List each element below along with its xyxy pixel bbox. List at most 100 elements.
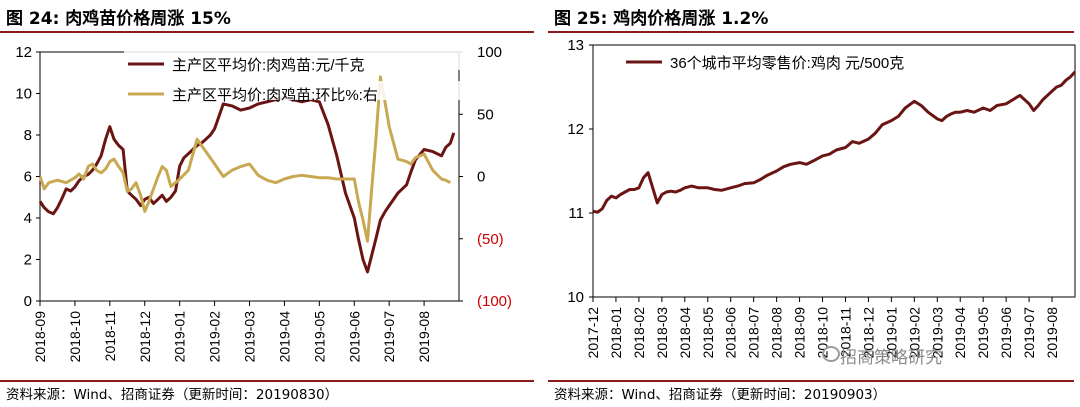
- x-tick-group: 2018-12: [860, 307, 876, 359]
- left-figure: 图 24: 肉鸡苗价格周涨 15% 0 2 4 6 8 10 12 (100) (50) 0 50 1…: [0, 9, 534, 403]
- figure-title: 图 25: 鸡肉价格周涨 1.2%: [554, 9, 769, 29]
- x-tick-label: 2018-05: [700, 307, 716, 359]
- x-tick-label: 2019-04: [276, 311, 292, 363]
- x-tick-label: 2019-01: [172, 311, 188, 363]
- y-right-tick-label: (100): [477, 293, 512, 310]
- y-tick-label: 13: [567, 37, 584, 54]
- x-tick-group: 2018-04: [677, 307, 693, 359]
- chart-right-svg: 10 11 12 13 2017-12 2018-01 2018-02 2018-03 2018…: [567, 37, 1077, 359]
- x-tick-label: 2019-04: [952, 307, 968, 359]
- legend-bg: [124, 51, 464, 70]
- x-tick-label: 2018-08: [769, 307, 785, 359]
- x-tick-label: 2018-02: [631, 307, 647, 359]
- x-tick-group: 2018-05: [700, 307, 716, 359]
- x-tick-label: 2019-03: [929, 307, 945, 359]
- right-figure: 图 25: 鸡肉价格周涨 1.2% 10 11 12 13 2017-12 2018-01…: [548, 0, 1080, 407]
- x-tick-group: 2018-08: [769, 307, 785, 359]
- x-tick-group: 2018-09: [32, 311, 48, 363]
- x-tick-group: 2019-03: [242, 311, 258, 363]
- y-left-tick-label: 10: [15, 86, 32, 103]
- legend-label: 36个城市平均零售价:鸡肉 元/500克: [670, 55, 904, 72]
- y-right-tick-label: 50: [477, 106, 494, 123]
- wechat-icon: [822, 346, 840, 362]
- y-left-tick-label: 4: [24, 210, 32, 227]
- x-tick-label: 2018-03: [654, 307, 670, 359]
- x-tick-label: 2019-05: [975, 307, 991, 359]
- y-tick-label: 10: [567, 289, 584, 306]
- x-tick-label: 2018-10: [67, 311, 83, 363]
- x-tick-label: 2018-01: [608, 307, 624, 359]
- x-tick-group: 2018-02: [631, 307, 647, 359]
- x-tick-label: 2018-09: [792, 307, 808, 359]
- x-tick-label: 2018-09: [32, 311, 48, 363]
- y-left-tick-label: 12: [15, 44, 32, 61]
- source-note: 资料来源：Wind、招商证券（更新时间：20190830）: [6, 387, 339, 403]
- x-tick-label: 2018-12: [137, 311, 153, 363]
- x-tick-group: 2019-02: [207, 311, 223, 363]
- x-tick-group: 2018-01: [608, 307, 624, 359]
- y-tick-label: 11: [568, 205, 584, 222]
- x-tick-group: 2019-02: [906, 307, 922, 359]
- x-tick-group: 2018-09: [792, 307, 808, 359]
- x-tick-label: 2019-07: [381, 311, 397, 363]
- y-left-tick-label: 6: [24, 169, 32, 186]
- y-right-tick-label: (50): [477, 231, 504, 248]
- y-left-tick-label: 8: [24, 127, 32, 144]
- x-tick-group: 2018-03: [654, 307, 670, 359]
- x-tick-label: 2018-11: [102, 311, 118, 362]
- series-line-1: [592, 70, 1077, 214]
- source-rule: [548, 380, 1074, 382]
- x-tick-label: 2019-08: [416, 311, 432, 363]
- figure-title: 图 24: 肉鸡苗价格周涨 15%: [6, 9, 231, 29]
- y-left-tick-label: 2: [24, 252, 32, 269]
- x-tick-group: 2019-08: [1044, 307, 1060, 359]
- x-tick-group: 2018-11: [837, 307, 853, 358]
- x-tick-label: 2019-07: [1021, 307, 1037, 359]
- x-tick-group: 2019-08: [416, 311, 432, 363]
- y-right-tick-label: 0: [477, 169, 485, 186]
- series-line-2: [38, 75, 452, 243]
- x-tick-group: 2018-12: [137, 311, 153, 363]
- x-tick-label: 2019-01: [883, 307, 899, 359]
- source-rule: [0, 380, 534, 382]
- x-tick-group: 2019-05: [975, 307, 991, 359]
- x-tick-group: 2018-07: [746, 307, 762, 359]
- x-tick-label: 2017-12: [585, 307, 601, 359]
- chart-left-svg: 0 2 4 6 8 10 12 (100) (50) 0 50 100 2018-09 2018-10 20…: [15, 44, 512, 363]
- series-line-1: [38, 96, 456, 274]
- x-tick-group: 2018-11: [102, 311, 118, 362]
- title-rule: [0, 31, 534, 33]
- source-note: 资料来源：Wind、招商证券（更新时间：20190903）: [554, 387, 887, 403]
- x-tick-group: 2019-04: [952, 307, 968, 359]
- x-tick-label: 2019-02: [906, 307, 922, 359]
- y-tick-label: 12: [567, 121, 584, 138]
- legend-label: 主产区平均价:肉鸡苗:元/千克: [172, 57, 365, 74]
- x-tick-group: 2019-06: [998, 307, 1014, 359]
- x-tick-label: 2018-12: [860, 307, 876, 359]
- x-tick-label: 2019-06: [346, 311, 362, 363]
- x-tick-group: 2017-12: [585, 307, 601, 359]
- x-tick-label: 2018-07: [746, 307, 762, 359]
- x-tick-group: 2019-07: [381, 311, 397, 363]
- title-rule: [548, 31, 1074, 33]
- x-tick-label: 2019-06: [998, 307, 1014, 359]
- x-tick-group: 2019-03: [929, 307, 945, 359]
- x-tick-label: 2019-08: [1044, 307, 1060, 359]
- x-tick-group: 2018-10: [67, 311, 83, 363]
- x-tick-label: 2018-04: [677, 307, 693, 359]
- x-tick-group: 2019-07: [1021, 307, 1037, 359]
- x-tick-label: 2019-03: [242, 311, 258, 363]
- x-tick-group: 2019-05: [311, 311, 327, 363]
- x-tick-group: 2019-06: [346, 311, 362, 363]
- x-tick-label: 2019-05: [311, 311, 327, 363]
- y-left-tick-label: 0: [24, 293, 32, 310]
- legend-bg: [124, 81, 464, 100]
- watermark: 招商策略研究: [840, 348, 942, 368]
- plot-frame: [592, 44, 1076, 298]
- x-tick-label: 2018-11: [837, 307, 853, 358]
- y-right-tick-label: 100: [477, 44, 502, 61]
- x-tick-group: 2019-04: [276, 311, 292, 363]
- x-tick-group: 2018-06: [723, 307, 739, 359]
- x-tick-label: 2018-06: [723, 307, 739, 359]
- x-tick-label: 2019-02: [207, 311, 223, 363]
